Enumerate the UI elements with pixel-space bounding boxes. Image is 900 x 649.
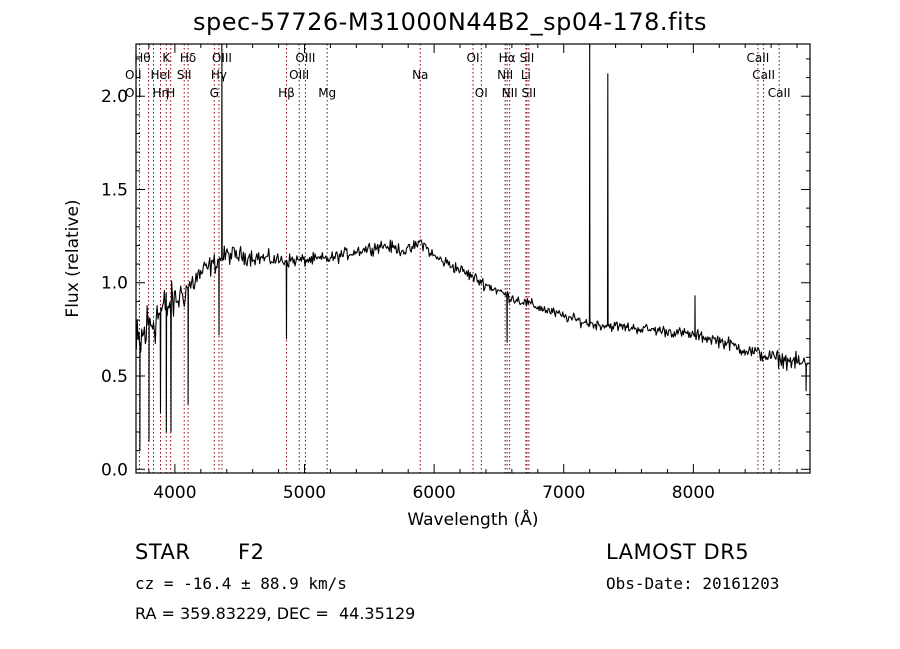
line-marker-label: NII bbox=[497, 68, 513, 82]
x-tick-label: 7000 bbox=[542, 483, 585, 503]
line-marker-label: Li bbox=[521, 68, 531, 82]
x-tick-label: 4000 bbox=[153, 483, 196, 503]
x-tick-label: 5000 bbox=[283, 483, 326, 503]
line-marker-label: CaII bbox=[768, 86, 791, 100]
plot-frame bbox=[135, 43, 811, 474]
line-marker-label: Hβ bbox=[278, 86, 295, 100]
line-markers bbox=[138, 44, 780, 473]
line-marker-label: K bbox=[162, 51, 171, 65]
survey-name: LAMOST DR5 bbox=[606, 540, 750, 564]
line-marker-label: OIII bbox=[295, 51, 315, 65]
object-class: STAR bbox=[135, 540, 191, 564]
line-marker-label: OI bbox=[467, 51, 480, 65]
line-marker-label: Na bbox=[412, 68, 428, 82]
line-marker-label: NII bbox=[502, 86, 518, 100]
line-marker-label: OIII bbox=[289, 68, 309, 82]
y-tick-label: 1.5 bbox=[101, 180, 128, 200]
line-marker-label: G bbox=[210, 86, 219, 100]
y-axis-label: Flux (relative) bbox=[63, 199, 83, 317]
line-marker-label: Hδ bbox=[180, 51, 196, 65]
x-axis-ticks: 4000 5000 6000 7000 8000 bbox=[148, 44, 798, 503]
line-marker-label: Mg bbox=[318, 86, 336, 100]
chart-title: spec-57726-M31000N44B2_sp04-178.fits bbox=[192, 8, 708, 36]
y-tick-label: 0.0 bbox=[101, 460, 128, 480]
y-tick-label: 0.5 bbox=[101, 367, 128, 387]
line-marker-label: Hα bbox=[499, 51, 516, 65]
line-marker-label: H bbox=[166, 86, 175, 100]
y-axis-ticks: 0.0 0.5 1.0 1.5 2.0 bbox=[101, 58, 810, 480]
line-marker-label: OI bbox=[475, 86, 488, 100]
x-tick-label: 8000 bbox=[672, 483, 715, 503]
line-marker-label: Hθ bbox=[134, 51, 150, 65]
observation-date: Obs-Date: 20161203 bbox=[606, 574, 780, 593]
line-marker-label: CaII bbox=[752, 68, 775, 82]
x-axis-label: Wavelength (Å) bbox=[407, 508, 538, 530]
y-tick-label: 1.0 bbox=[101, 274, 128, 294]
spectrum-line bbox=[135, 43, 810, 452]
redshift-velocity: cz = -16.4 ± 88.9 km/s bbox=[135, 574, 347, 593]
line-marker-label: SII bbox=[522, 86, 537, 100]
line-marker-label: CaII bbox=[746, 51, 769, 65]
coordinates: RA = 359.83229, DEC = 44.35129 bbox=[135, 604, 416, 623]
object-subclass: F2 bbox=[238, 540, 265, 564]
y-tick-label: 2.0 bbox=[101, 87, 128, 107]
line-marker-label: Hγ bbox=[211, 68, 227, 82]
line-marker-label: HeI bbox=[151, 68, 171, 82]
line-marker-label: OII bbox=[125, 68, 142, 82]
line-marker-label: SII bbox=[520, 51, 535, 65]
line-marker-label: Hη bbox=[152, 86, 169, 100]
line-marker-label: SII bbox=[177, 68, 192, 82]
x-tick-label: 6000 bbox=[412, 483, 455, 503]
